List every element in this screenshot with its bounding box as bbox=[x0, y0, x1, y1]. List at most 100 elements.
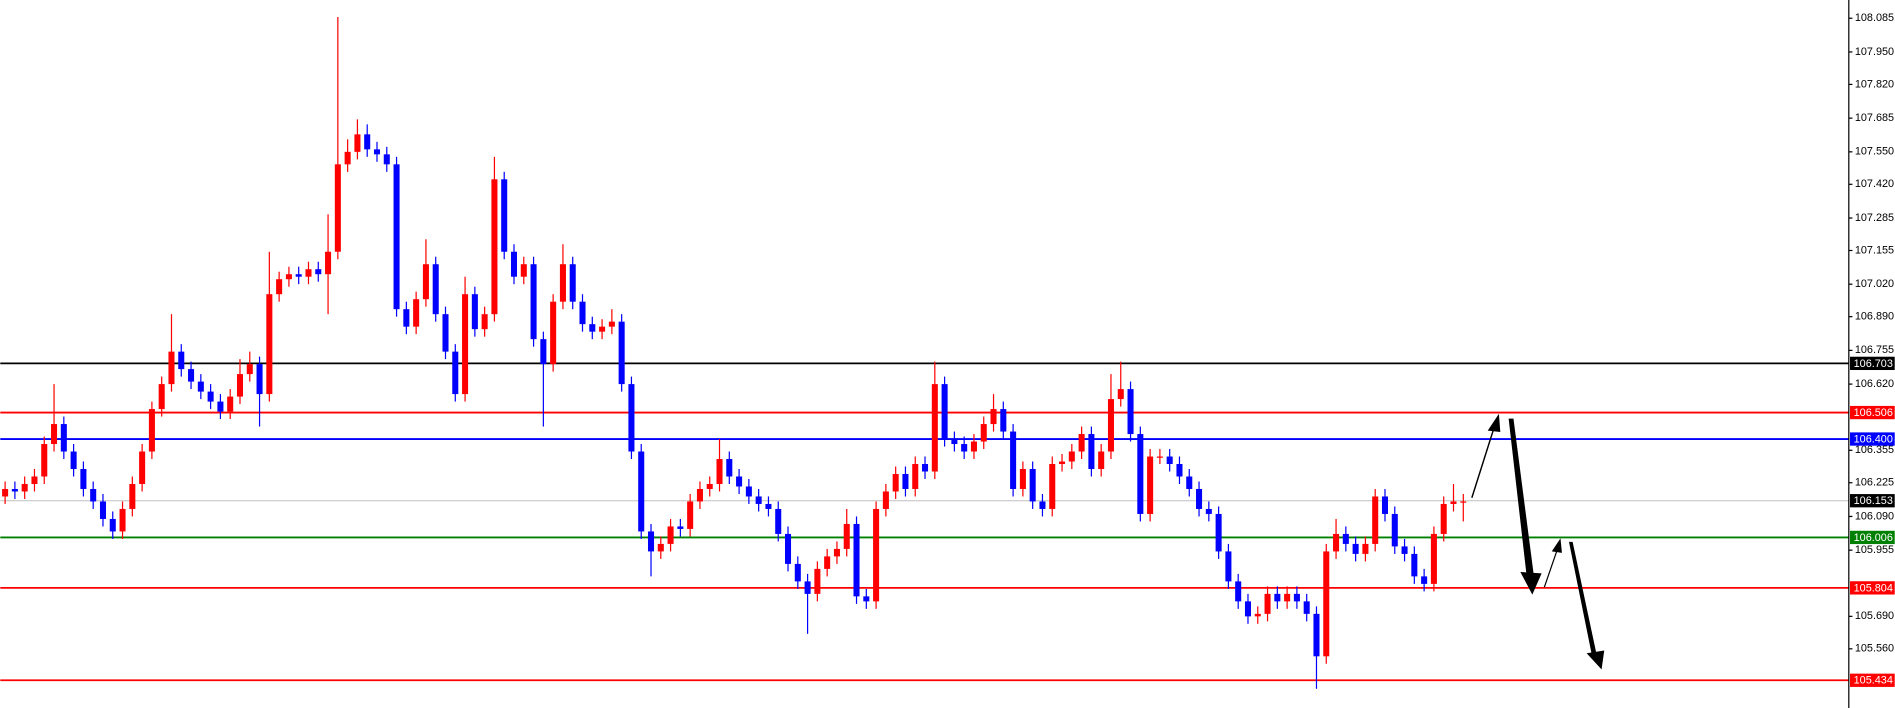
candle-body bbox=[462, 294, 469, 395]
candle-body bbox=[550, 301, 557, 365]
candle-body bbox=[647, 531, 655, 552]
candle-body bbox=[1254, 613, 1261, 617]
y-tick-label: 107.020 bbox=[1855, 278, 1894, 290]
candle-body bbox=[266, 294, 273, 395]
candle-body bbox=[716, 459, 723, 484]
candle-body bbox=[687, 501, 694, 529]
candle-body bbox=[452, 351, 459, 395]
candle-body bbox=[1068, 451, 1075, 462]
candle-body bbox=[961, 444, 968, 452]
candle-body bbox=[892, 473, 899, 492]
candle-body bbox=[1333, 533, 1340, 552]
candle-body bbox=[1313, 613, 1320, 657]
candle-body bbox=[696, 488, 703, 502]
candle-body bbox=[1166, 456, 1173, 465]
candle-body bbox=[628, 384, 635, 452]
candle-body bbox=[706, 483, 713, 489]
candle-body bbox=[129, 483, 136, 509]
candle-body bbox=[638, 451, 645, 532]
y-tick-label: 107.420 bbox=[1855, 178, 1894, 190]
candle-body bbox=[902, 473, 909, 489]
candle-body bbox=[246, 364, 253, 375]
candle-body bbox=[1029, 469, 1036, 502]
candle-body bbox=[285, 274, 292, 280]
candle-body bbox=[1381, 496, 1389, 514]
levels bbox=[0, 362, 1849, 682]
candle-body bbox=[775, 508, 782, 534]
candle-body bbox=[1274, 593, 1281, 602]
candle-body bbox=[1372, 496, 1379, 544]
candle-body bbox=[1059, 461, 1066, 465]
candle-body bbox=[882, 491, 889, 509]
candle-body bbox=[1293, 593, 1300, 602]
candle-body bbox=[393, 164, 400, 310]
candle-body bbox=[305, 269, 312, 277]
candle-body bbox=[1411, 553, 1418, 577]
candle-body bbox=[1391, 513, 1398, 547]
arrow-head bbox=[1586, 650, 1605, 670]
y-tick-label: 106.890 bbox=[1855, 311, 1894, 323]
candle-body bbox=[1088, 434, 1095, 470]
candle-body bbox=[990, 409, 997, 425]
level-label: 106.703 bbox=[1854, 358, 1893, 370]
candle-body bbox=[873, 508, 880, 602]
candle-body bbox=[236, 374, 244, 397]
level-label: 105.434 bbox=[1854, 675, 1893, 687]
candle-body bbox=[1039, 501, 1046, 509]
candle-body bbox=[863, 596, 870, 602]
candle-body bbox=[530, 264, 537, 340]
candle-body bbox=[1137, 434, 1144, 514]
candle-body bbox=[1362, 543, 1369, 554]
y-tick-label: 107.950 bbox=[1855, 46, 1894, 58]
candle-body bbox=[70, 451, 77, 470]
candle-body bbox=[1225, 551, 1232, 582]
candle-body bbox=[755, 496, 762, 504]
candle-body bbox=[1127, 389, 1134, 435]
candle-body bbox=[2, 488, 9, 497]
candle-body bbox=[736, 476, 743, 487]
candle-body bbox=[1010, 431, 1017, 489]
candle-body bbox=[1421, 576, 1428, 584]
candle-body bbox=[559, 264, 566, 302]
candle-body bbox=[31, 476, 38, 484]
candle-body bbox=[90, 488, 97, 502]
arrow-head bbox=[1520, 572, 1542, 595]
y-tick-label: 107.820 bbox=[1855, 78, 1894, 90]
arrow bbox=[1471, 425, 1496, 498]
candle-body bbox=[980, 424, 987, 442]
candle-body bbox=[814, 568, 821, 594]
candle-body bbox=[765, 503, 772, 509]
candle-body bbox=[139, 451, 146, 484]
candle-body bbox=[1098, 451, 1105, 470]
candle-body bbox=[1147, 456, 1154, 514]
y-tick-label: 107.285 bbox=[1855, 212, 1894, 224]
candle-body bbox=[1244, 601, 1251, 617]
candle-body bbox=[1176, 464, 1183, 477]
candle-body bbox=[1049, 464, 1056, 509]
level-label: 106.400 bbox=[1854, 434, 1893, 446]
candle-body bbox=[80, 469, 87, 489]
arrow-head bbox=[1487, 413, 1501, 433]
y-tick-label: 105.955 bbox=[1855, 544, 1894, 556]
candle-body bbox=[51, 424, 58, 445]
candle-body bbox=[922, 464, 929, 472]
candle-body bbox=[501, 179, 508, 252]
candle-body bbox=[1303, 601, 1310, 614]
candle-body bbox=[824, 556, 831, 569]
candle-body bbox=[109, 518, 116, 532]
candle-body bbox=[833, 548, 840, 557]
arrow bbox=[1543, 548, 1559, 588]
candle-body bbox=[941, 384, 948, 440]
candle-body bbox=[853, 523, 860, 597]
candle-body bbox=[1196, 488, 1203, 509]
candle-body bbox=[21, 483, 28, 492]
candle-body bbox=[1342, 533, 1349, 544]
candle-body bbox=[1000, 409, 1007, 432]
candle-body bbox=[1215, 513, 1222, 552]
candle-body bbox=[1186, 476, 1193, 489]
candle-body bbox=[1019, 469, 1026, 489]
candle-body bbox=[931, 384, 938, 472]
candle-body bbox=[1205, 508, 1212, 514]
